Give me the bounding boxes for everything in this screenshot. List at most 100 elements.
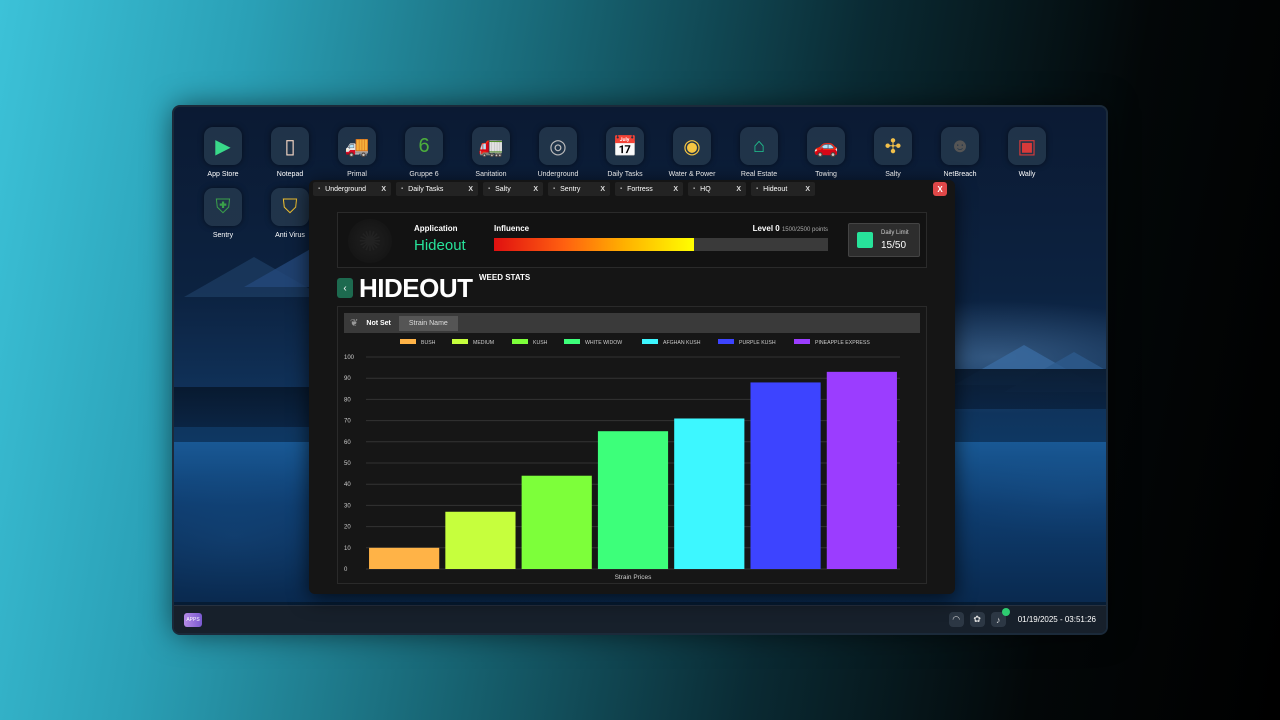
tab-close-button[interactable]: X xyxy=(600,185,605,193)
desktop-icon[interactable]: ✣ Salty xyxy=(861,127,925,178)
settings-gear-icon[interactable]: ✿ xyxy=(969,612,985,627)
wallet-icon: ▣ xyxy=(1008,127,1046,165)
daily-limit-card: Daily Limit 15/50 xyxy=(848,223,920,257)
legend-swatch xyxy=(718,339,734,344)
back-button[interactable]: ‹ xyxy=(337,278,353,298)
y-tick-label: 10 xyxy=(344,546,351,552)
application-name: Hideout xyxy=(414,237,466,254)
legend-label: KUSH xyxy=(533,340,548,346)
notification-badge xyxy=(1001,608,1010,616)
wallpaper-forest xyxy=(174,387,314,427)
window-tab[interactable]: ▪ Salty X xyxy=(483,182,543,196)
legend-label: PINEAPPLE EXPRESS xyxy=(815,340,870,346)
y-tick-label: 80 xyxy=(344,397,351,403)
tab-close-button[interactable]: X xyxy=(468,185,473,193)
bar xyxy=(445,511,516,569)
desktop-icon[interactable]: ▯ Notepad xyxy=(258,127,322,178)
window-tab[interactable]: ▪ Daily Tasks X xyxy=(396,182,478,196)
tab-label: Underground xyxy=(325,185,367,193)
antivirus-shield-icon: ⛉ xyxy=(271,188,309,226)
strain-name-button[interactable]: Strain Name xyxy=(398,315,458,331)
app-header: ✺ Application Hideout Influence Level 0 … xyxy=(337,212,927,268)
notification-bell-icon[interactable]: ♪ xyxy=(990,608,1010,627)
start-button[interactable]: APPS xyxy=(184,612,202,627)
legend-label: BUSH xyxy=(421,340,436,346)
water-power-icon: ◉ xyxy=(673,127,711,165)
truck-icon: 🚚 xyxy=(338,127,376,165)
tab-close-button[interactable]: X xyxy=(805,185,810,193)
y-tick-label: 70 xyxy=(344,419,351,425)
desktop-icon[interactable]: 6 Gruppe 6 xyxy=(392,127,456,178)
wallpaper-forest xyxy=(954,369,1106,409)
tab-label: Sentry xyxy=(560,185,581,193)
calendar-icon: 📅 xyxy=(606,127,644,165)
window-tabs: ▪ Underground X ▪ Daily Tasks X ▪ Salty X ▪ Sentry… xyxy=(313,182,815,198)
desktop-icon[interactable]: 🚛 Sanitation xyxy=(459,127,523,178)
filter-status: Not Set xyxy=(366,319,391,327)
desktop-icon-label: Gruppe 6 xyxy=(409,171,439,178)
desktop-icon[interactable]: ▶ App Store xyxy=(191,127,255,178)
bar xyxy=(750,382,821,569)
legend-label: AFGHAN KUSH xyxy=(663,340,701,346)
window-tab[interactable]: ▪ HQ X xyxy=(688,182,746,196)
tab-close-button[interactable]: X xyxy=(736,185,741,193)
house-icon: ⌂ xyxy=(740,127,778,165)
window-tab[interactable]: ▪ Fortress X xyxy=(615,182,683,196)
points-text: 1500/2500 points xyxy=(781,227,828,233)
tab-label: Daily Tasks xyxy=(408,185,444,193)
desktop-icon[interactable]: ⌂ Real Estate xyxy=(727,127,791,178)
desktop-icon-label: App Store xyxy=(207,171,239,178)
page-title: HIDEOUT xyxy=(359,273,473,303)
desktop-icon-label: NetBreach xyxy=(943,171,977,178)
bar xyxy=(369,547,440,569)
x-axis-label: Strain Prices xyxy=(615,574,653,581)
desktop-icon[interactable]: ◎ Underground xyxy=(526,127,590,178)
application-label: Application xyxy=(414,224,458,233)
desktop-icon-label: Anti Virus xyxy=(275,232,305,239)
strain-price-chart: 0 10 20 30 40 50 60 70 80 90 100 BUSH MEDIUM KUSH WHIT… xyxy=(344,339,900,581)
desktop-icon[interactable]: 🚚 Primal xyxy=(325,127,389,178)
desktop-icon-label: Real Estate xyxy=(740,171,778,178)
tab-label: Salty xyxy=(495,185,511,193)
desktop-icon[interactable]: 📅 Daily Tasks xyxy=(593,127,657,178)
clock: 01/19/2025 - 03:51:26 xyxy=(1017,615,1096,624)
y-tick-label: 30 xyxy=(344,503,351,509)
tab-close-button[interactable]: X xyxy=(673,185,678,193)
desktop-icon-label: Wally xyxy=(1018,171,1036,178)
tab-app-icon: ▪ xyxy=(756,186,759,192)
daily-limit-value: 15/50 xyxy=(881,240,907,251)
daily-limit-label: Daily Limit xyxy=(881,230,909,236)
desktop-icon[interactable]: ◉ Water & Power xyxy=(660,127,724,178)
desktop-icon[interactable]: ☻ NetBreach xyxy=(928,127,992,178)
influence-bar xyxy=(494,238,828,251)
desktop-icon-label: Salty xyxy=(885,171,901,178)
tab-app-icon: ▪ xyxy=(620,186,623,192)
hideout-logo-icon: ✺ xyxy=(348,219,392,263)
system-tray: ◠ ✿ ♪ 01/19/2025 - 03:51:26 xyxy=(948,608,1096,627)
desktop-icon-label: Underground xyxy=(537,171,579,178)
window-tab[interactable]: ▪ Underground X xyxy=(313,182,391,196)
shield-six-icon: 6 xyxy=(405,127,443,165)
y-tick-label: 100 xyxy=(344,355,355,361)
tab-app-icon: ▪ xyxy=(401,186,404,192)
legend-label: MEDIUM xyxy=(473,340,494,346)
weed-stats-panel: ❦ Not Set Strain Name 0 10 20 30 40 50 60 70 80 9… xyxy=(337,306,927,584)
mask-icon: ☻ xyxy=(941,127,979,165)
window-close-button[interactable]: X xyxy=(933,182,947,196)
y-tick-label: 90 xyxy=(344,376,351,382)
desktop-icon-label: Daily Tasks xyxy=(607,171,643,178)
level-readout: Level 0 1500/2500 points xyxy=(753,224,828,233)
tab-close-button[interactable]: X xyxy=(533,185,538,193)
tab-close-button[interactable]: X xyxy=(381,185,386,193)
y-tick-label: 20 xyxy=(344,525,351,531)
tab-label: Hideout xyxy=(763,185,788,193)
tab-app-icon: ▪ xyxy=(488,186,491,192)
desktop-icon[interactable]: ▣ Wally xyxy=(995,127,1059,178)
desktop-icon[interactable]: ⛉ Anti Virus xyxy=(258,188,322,239)
window-tab[interactable]: ▪ Sentry X xyxy=(548,182,610,196)
desktop-icon[interactable]: ⛨ Sentry xyxy=(191,188,255,239)
wifi-icon[interactable]: ◠ xyxy=(948,612,964,627)
level-text: Level 0 xyxy=(752,224,780,233)
desktop-icon[interactable]: 🚗 Towing xyxy=(794,127,858,178)
window-tab[interactable]: ▪ Hideout X xyxy=(751,182,815,196)
